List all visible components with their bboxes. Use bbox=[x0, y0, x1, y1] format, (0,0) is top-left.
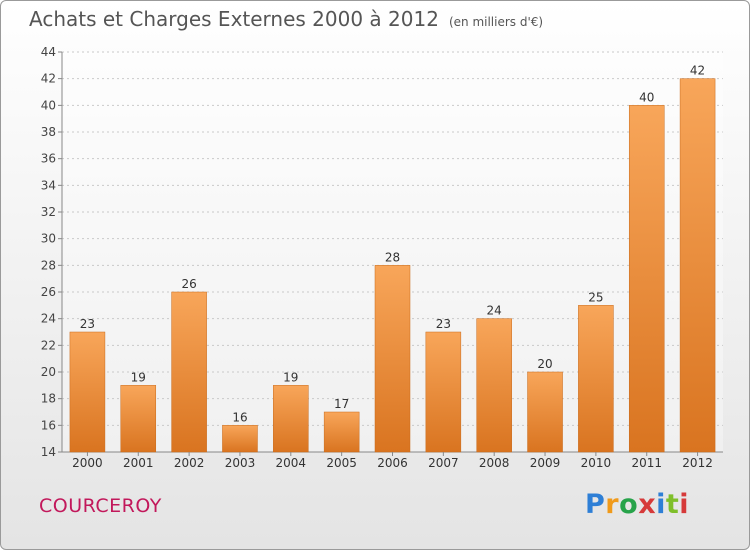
y-tick-label: 30 bbox=[41, 232, 56, 246]
data-label-2012: 42 bbox=[690, 64, 705, 78]
y-tick-label: 42 bbox=[41, 72, 56, 86]
x-tick-label-2009: 2009 bbox=[530, 456, 561, 470]
y-tick-label: 22 bbox=[41, 338, 56, 352]
data-label-2002: 26 bbox=[181, 277, 196, 291]
logo-letter: o bbox=[619, 489, 639, 520]
bar-2005 bbox=[323, 411, 360, 453]
x-tick-label-2003: 2003 bbox=[225, 456, 256, 470]
x-tick-label-2000: 2000 bbox=[72, 456, 103, 470]
y-tick-label: 16 bbox=[41, 418, 56, 432]
x-tick-label-2004: 2004 bbox=[276, 456, 307, 470]
y-tick-label: 26 bbox=[41, 285, 56, 299]
bar-2009 bbox=[527, 371, 563, 453]
logo-letter: P bbox=[585, 489, 606, 520]
x-tick-label-2002: 2002 bbox=[174, 456, 205, 470]
logo-letter: i bbox=[679, 489, 690, 520]
bar-2007 bbox=[425, 331, 462, 453]
y-tick-label: 24 bbox=[41, 312, 56, 326]
proxiti-logo: Proxiti bbox=[585, 489, 689, 520]
y-tick-label: 44 bbox=[41, 45, 56, 59]
logo-letter: i bbox=[656, 489, 666, 520]
bar-2004 bbox=[273, 385, 309, 453]
bar-2006 bbox=[374, 265, 411, 453]
x-tick-label-2012: 2012 bbox=[682, 456, 713, 470]
data-label-2000: 23 bbox=[80, 317, 95, 331]
x-tick-label-2006: 2006 bbox=[377, 456, 408, 470]
bar-2000 bbox=[69, 331, 106, 453]
x-tick-label-2007: 2007 bbox=[428, 456, 459, 470]
x-tick-label-2005: 2005 bbox=[326, 456, 357, 470]
x-tick-label-2008: 2008 bbox=[479, 456, 510, 470]
y-tick-label: 34 bbox=[41, 178, 56, 192]
y-tick-label: 14 bbox=[41, 445, 56, 459]
data-label-2007: 23 bbox=[436, 317, 451, 331]
data-label-2011: 40 bbox=[639, 90, 654, 104]
bar-2003 bbox=[222, 425, 258, 453]
bar-2001 bbox=[120, 385, 157, 453]
data-label-2005: 17 bbox=[334, 397, 349, 411]
data-label-2001: 19 bbox=[131, 370, 146, 384]
title-text: Achats et Charges Externes 2000 à 2012 bbox=[29, 7, 439, 31]
data-label-2010: 25 bbox=[588, 290, 603, 304]
chart-title: Achats et Charges Externes 2000 à 2012 (e… bbox=[29, 7, 543, 31]
logo-letter: r bbox=[605, 489, 620, 520]
y-tick-label: 32 bbox=[41, 205, 56, 219]
commune-name: COURCEROY bbox=[39, 495, 162, 517]
x-tick-label-2010: 2010 bbox=[581, 456, 612, 470]
x-tick-label-2001: 2001 bbox=[123, 456, 154, 470]
data-label-2009: 20 bbox=[537, 357, 552, 371]
y-tick-label: 20 bbox=[41, 365, 56, 379]
y-tick-label: 28 bbox=[41, 258, 56, 272]
data-label-2008: 24 bbox=[487, 304, 502, 318]
x-tick-label-2011: 2011 bbox=[631, 456, 662, 470]
y-tick-label: 40 bbox=[41, 98, 56, 112]
bar-2011 bbox=[628, 105, 665, 453]
y-tick-label: 18 bbox=[41, 392, 56, 406]
logo-letter: t bbox=[665, 489, 680, 520]
y-tick-label: 36 bbox=[41, 152, 56, 166]
y-tick-label: 38 bbox=[41, 125, 56, 139]
bar-2010 bbox=[578, 305, 614, 453]
data-label-2004: 19 bbox=[283, 370, 298, 384]
bar-2012 bbox=[679, 78, 716, 453]
data-label-2006: 28 bbox=[385, 250, 400, 264]
bar-2002 bbox=[171, 291, 207, 453]
unit-note: (en milliers d'€) bbox=[448, 15, 544, 29]
logo-letter: x bbox=[638, 489, 657, 520]
bar-2008 bbox=[476, 318, 512, 453]
data-label-2003: 16 bbox=[232, 410, 247, 424]
